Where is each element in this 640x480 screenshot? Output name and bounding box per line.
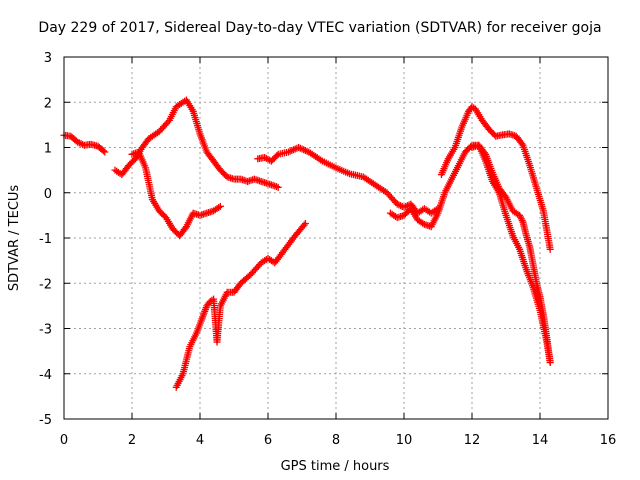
grid-lines: [64, 57, 608, 419]
y-tick-label: -5: [39, 413, 52, 428]
x-tick-label: 8: [332, 433, 340, 448]
data-point: [518, 140, 526, 148]
y-tick-label: -1: [39, 232, 52, 247]
data-point: [271, 182, 279, 190]
chart-title: Day 229 of 2017, Sidereal Day-to-day VTE…: [38, 20, 601, 36]
y-tick-label: -2: [39, 277, 52, 292]
y-tick-label: 3: [44, 51, 52, 66]
y-tick-label: -4: [39, 368, 52, 383]
data-point: [480, 149, 488, 157]
x-tick-label: 16: [600, 433, 617, 448]
x-axis-label: GPS time / hours: [281, 459, 390, 474]
data-point: [490, 131, 498, 139]
x-tick-label: 4: [196, 433, 204, 448]
x-tick-label: 2: [128, 433, 136, 448]
data-points: [60, 96, 554, 391]
y-tick-label: 2: [44, 96, 52, 111]
x-tick-label: 14: [532, 433, 549, 448]
y-tick-label: 1: [44, 142, 52, 157]
data-point: [99, 147, 107, 155]
x-tick-label: 12: [464, 433, 481, 448]
data-point: [397, 202, 405, 210]
data-point: [300, 221, 308, 229]
data-point: [164, 118, 172, 126]
x-tick-label: 6: [264, 433, 272, 448]
y-tick-label: -3: [39, 323, 52, 338]
y-tick-label: 0: [44, 187, 52, 202]
data-point: [101, 148, 109, 156]
data-point: [301, 220, 309, 228]
data-point: [546, 245, 554, 253]
data-point: [546, 358, 554, 366]
data-point: [274, 183, 282, 191]
x-tick-label: 0: [60, 433, 68, 448]
data-point: [216, 202, 224, 210]
x-tick-label: 10: [396, 433, 413, 448]
y-axis-label: SDTVAR / TECUs: [7, 185, 22, 292]
